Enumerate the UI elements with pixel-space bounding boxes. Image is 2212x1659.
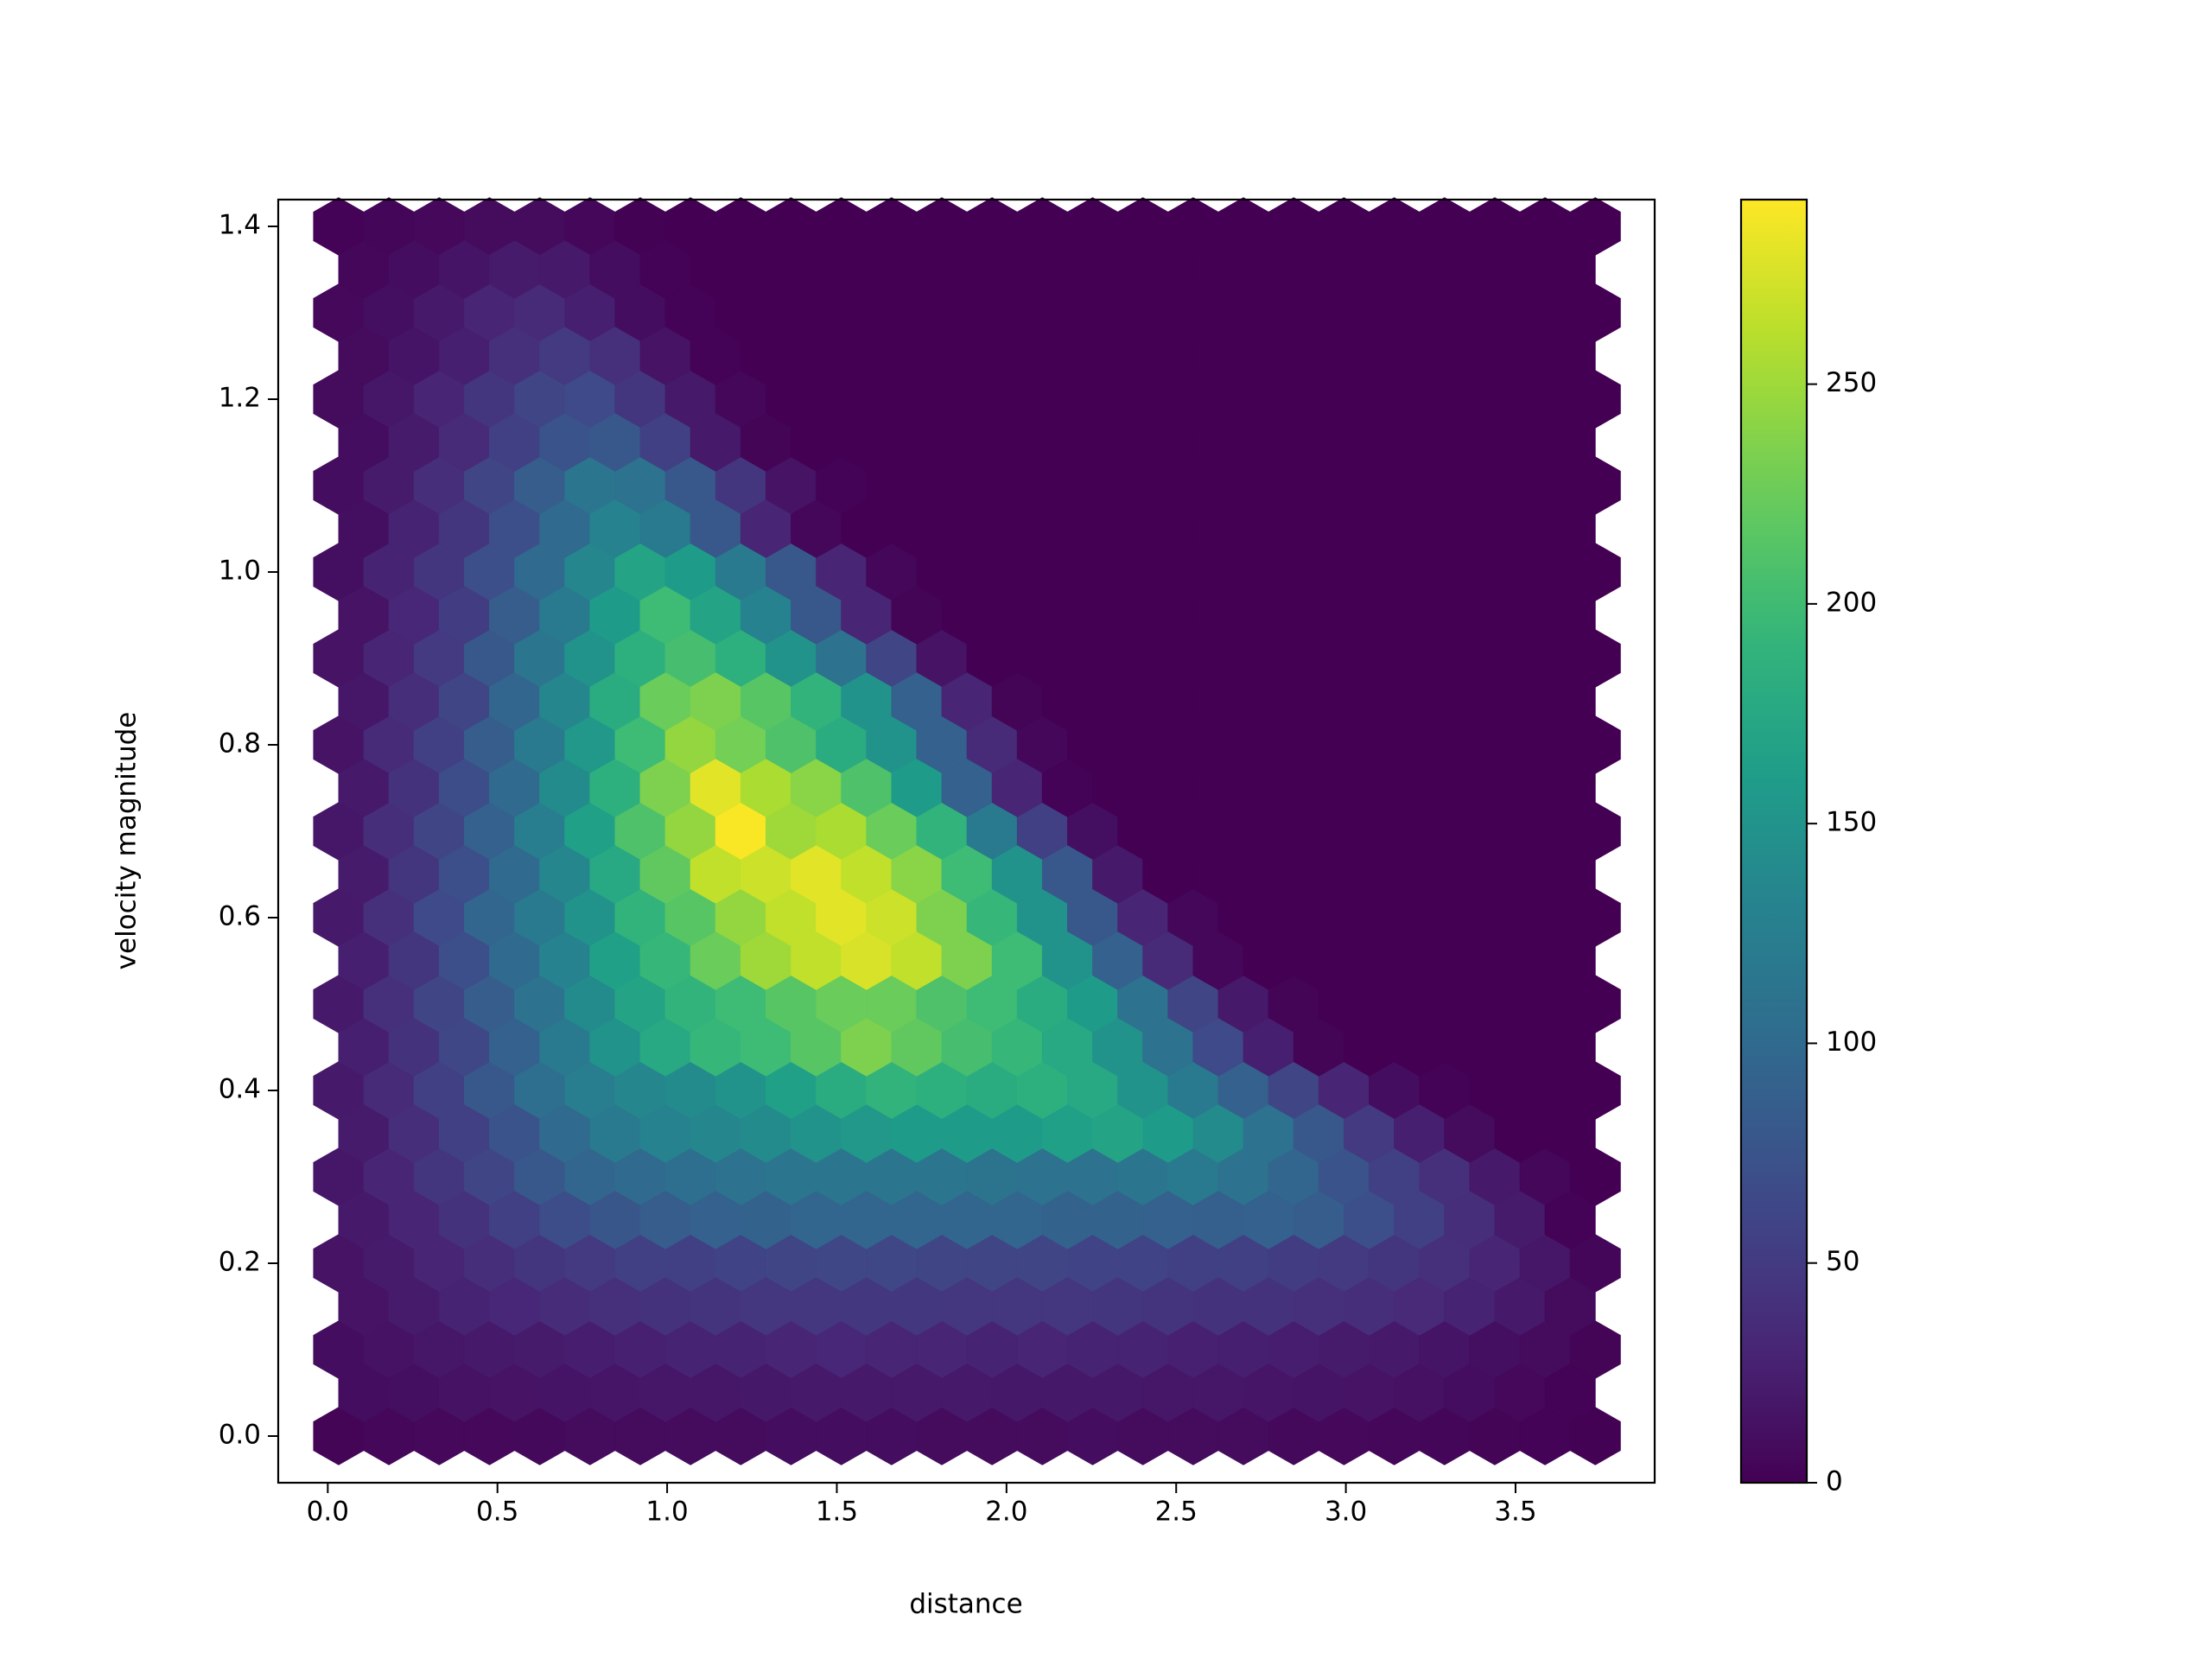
hex-bin [1544,1104,1596,1163]
y-tick-label: 1.0 [219,556,261,587]
y-axis-label: velocity magnitude [111,712,143,970]
y-tick-label: 0.6 [219,901,261,932]
plot-frame [276,198,1656,1484]
x-tick-label: 2.5 [1155,1497,1198,1528]
x-tick-label: 1.0 [645,1497,688,1528]
x-tick-label: 1.5 [816,1497,858,1528]
colorbar-tick-label: 250 [1826,367,1877,398]
colorbar-tick-label: 0 [1826,1466,1843,1497]
hex-bin [1544,1018,1596,1077]
hex-bin [1544,327,1596,385]
y-tick-label: 0.2 [219,1247,261,1278]
colorbar [1739,198,1808,1484]
colorbar-tick-label: 100 [1826,1027,1877,1058]
x-tick-label: 3.5 [1494,1497,1536,1528]
hex-bin [1544,499,1596,558]
y-tick-label: 1.4 [219,210,261,241]
y-tick-label: 0.0 [219,1420,261,1451]
hex-bin [1544,931,1596,990]
x-tick-label: 0.0 [307,1497,349,1528]
colorbar-tick-label: 150 [1826,807,1877,838]
hex-bin [1544,413,1596,472]
x-tick-label: 0.5 [476,1497,518,1528]
y-tick-label: 0.4 [219,1074,261,1105]
hex-bin [1544,1191,1596,1249]
hex-bin [1544,586,1596,645]
x-tick-label: 2.0 [985,1497,1027,1528]
colorbar-tick-label: 50 [1826,1246,1859,1277]
x-axis-label: distance [909,1589,1022,1620]
hex-bin [1544,845,1596,904]
hex-bin [1544,1277,1596,1336]
colorbar-tick-label: 200 [1826,587,1877,618]
hex-bin [1544,240,1596,299]
hex-bin [1544,672,1596,731]
x-tick-label: 3.0 [1325,1497,1367,1528]
hex-bin [1544,1363,1596,1422]
y-tick-label: 1.2 [219,383,261,414]
hex-bin [1544,759,1596,817]
y-tick-label: 0.8 [219,728,261,760]
